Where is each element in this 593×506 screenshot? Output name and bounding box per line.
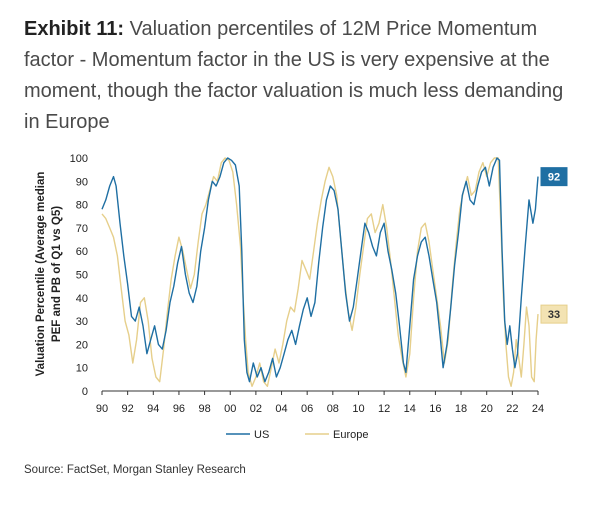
- series-lines: [101, 157, 539, 387]
- y-tick-label: 40: [76, 293, 88, 305]
- y-tick-label: 30: [76, 316, 88, 328]
- x-tick-label: 90: [96, 403, 108, 415]
- x-tick-label: 02: [250, 403, 262, 415]
- y-tick-label: 20: [76, 339, 88, 351]
- series-line-europe: [101, 157, 539, 387]
- y-axis-label-line: Valuation Percentile (Average median: [35, 172, 47, 377]
- series-line-us: [101, 157, 539, 383]
- y-tick-label: 50: [76, 270, 88, 282]
- x-tick-label: 92: [122, 403, 134, 415]
- legend-label-europe: Europe: [333, 429, 368, 441]
- x-tick-label: 08: [327, 403, 339, 415]
- legend-label-us: US: [254, 429, 269, 441]
- x-tick-label: 16: [429, 403, 441, 415]
- x-tick-label: 10: [352, 403, 364, 415]
- y-axis: 0 10 20 30 40 50 60 70 80 90 100: [70, 153, 88, 398]
- last-value-badges: 92 33: [540, 167, 568, 324]
- exhibit-number: Exhibit 11:: [24, 18, 125, 40]
- x-tick-label: 20: [481, 403, 493, 415]
- y-tick-label: 0: [82, 386, 88, 398]
- y-axis-label-line: PEF and PB of Q1 vs Q5): [51, 206, 63, 342]
- y-tick-label: 100: [70, 153, 88, 165]
- x-tick-label: 12: [378, 403, 390, 415]
- y-tick-label: 70: [76, 223, 88, 235]
- y-tick-label: 90: [76, 176, 88, 188]
- legend: US Europe: [226, 429, 368, 441]
- exhibit-title: Exhibit 11: Valuation percentiles of 12M…: [24, 14, 574, 138]
- x-tick-label: 04: [275, 403, 287, 415]
- source-note: Source: FactSet, Morgan Stanley Research: [24, 464, 246, 476]
- y-tick-label: 80: [76, 200, 88, 212]
- x-tick-label: 94: [147, 403, 159, 415]
- exhibit-description: Valuation percentiles of 12M Price Momen…: [24, 18, 564, 133]
- x-tick-label: 06: [301, 403, 313, 415]
- momentum-valuation-chart: Valuation Percentile (Average median PEF …: [35, 153, 568, 441]
- y-axis-label: Valuation Percentile (Average median PEF …: [35, 172, 63, 377]
- x-tick-label: 22: [506, 403, 518, 415]
- x-axis: 90 92 94 96 98 00 02 04 06 08 10 12 14 16 18 20 22 24: [96, 390, 544, 415]
- y-tick-label: 60: [76, 246, 88, 258]
- x-tick-label: 96: [173, 403, 185, 415]
- last-value-label-europe: 33: [548, 309, 560, 321]
- x-tick-label: 00: [224, 403, 236, 415]
- x-tick-label: 14: [404, 403, 416, 415]
- last-value-label-us: 92: [548, 172, 560, 184]
- x-tick-label: 24: [532, 403, 544, 415]
- last-value-badge-europe: [540, 304, 568, 324]
- x-tick-label: 18: [455, 403, 467, 415]
- y-tick-label: 10: [76, 363, 88, 375]
- x-tick-label: 98: [198, 403, 210, 415]
- last-value-badge-us: [540, 167, 568, 187]
